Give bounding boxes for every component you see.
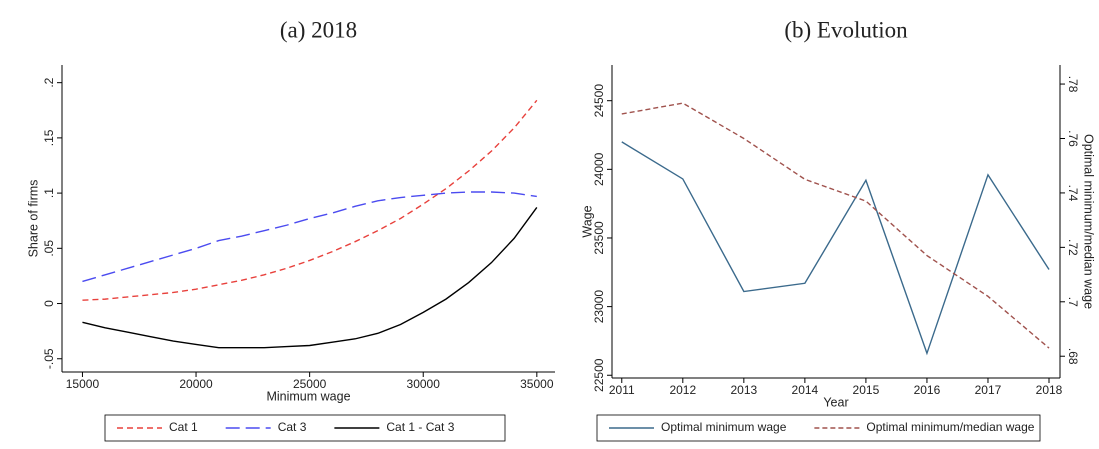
- y-tick-label: 23500: [592, 221, 606, 255]
- plot-area: [612, 65, 1060, 378]
- legend-label: Optimal minimum/median wage: [866, 420, 1034, 434]
- legend-box: [104, 414, 506, 442]
- y-tick-label: 0: [42, 300, 56, 307]
- plot-area: [62, 65, 555, 372]
- y-tick-label: .1: [42, 188, 56, 198]
- legend-label: Cat 3: [278, 420, 307, 434]
- legend-label: Cat 1: [169, 420, 198, 434]
- y-tick-label: 22500: [592, 358, 606, 392]
- y-tick-label: 23000: [592, 290, 606, 324]
- x-tick-label: 2016: [914, 383, 941, 397]
- x-tick-label: 2011: [609, 383, 635, 397]
- y-tick-label: .05: [42, 240, 56, 257]
- y2-tick-label: .68: [1066, 348, 1080, 365]
- y-axis-title: Wage: [580, 205, 594, 237]
- series-line: [621, 102, 1050, 349]
- series-line: [82, 207, 538, 349]
- x-tick-label: 2017: [975, 383, 1002, 397]
- y2-tick-label: .72: [1066, 239, 1080, 256]
- x-tick-label: 2012: [669, 383, 696, 397]
- x-axis-title: Year: [823, 395, 848, 409]
- x-tick-label: 20000: [179, 377, 213, 391]
- x-tick-label: 15000: [66, 377, 100, 391]
- chart-title: (a) 2018: [280, 17, 357, 42]
- x-tick-label: 2013: [730, 383, 757, 397]
- y2-tick-label: .78: [1066, 76, 1080, 93]
- y-tick-label: -.05: [42, 348, 56, 369]
- y2-tick-label: .7: [1066, 297, 1080, 307]
- x-tick-label: 2015: [853, 383, 880, 397]
- chart-title: (b) Evolution: [784, 17, 908, 42]
- x-tick-label: 35000: [520, 377, 554, 391]
- x-tick-label: 30000: [407, 377, 441, 391]
- series-line: [82, 99, 538, 301]
- y-tick-label: 24500: [592, 84, 606, 118]
- y2-tick-label: .76: [1066, 130, 1080, 147]
- x-tick-label: 2014: [792, 383, 819, 397]
- x-axis-title: Minimum wage: [266, 389, 350, 403]
- legend-label: Optimal minimum wage: [661, 420, 787, 434]
- y-tick-label: .15: [42, 129, 56, 146]
- series-line: [621, 141, 1050, 356]
- x-tick-label: 2018: [1036, 383, 1063, 397]
- y2-axis-title: Optimal minimum/median wage: [1082, 134, 1096, 309]
- y-axis-title: Share of firms: [26, 180, 40, 258]
- y-tick-label: .2: [42, 77, 56, 87]
- y-tick-label: 24000: [592, 152, 606, 186]
- y2-tick-label: .74: [1066, 185, 1080, 202]
- legend-label: Cat 1 - Cat 3: [386, 420, 454, 434]
- x-tick-label: 25000: [293, 377, 327, 391]
- series-line: [82, 191, 537, 283]
